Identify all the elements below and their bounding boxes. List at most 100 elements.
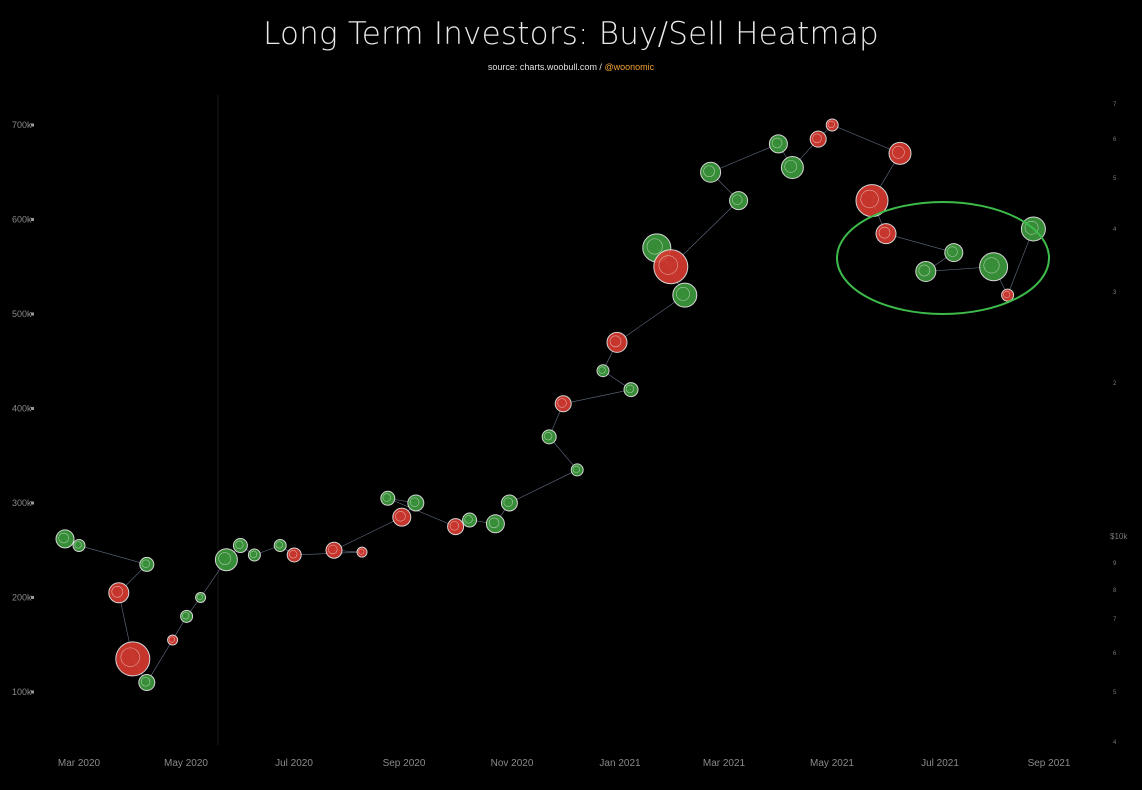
bubble-ring — [288, 550, 298, 559]
bubble-ring — [918, 264, 931, 277]
bubble-ring — [140, 677, 151, 687]
right-tick-label: 4 — [1113, 227, 1117, 233]
left-tick-label: 300k — [12, 498, 32, 508]
bubble-ring — [503, 497, 513, 507]
bubble-ring — [658, 255, 678, 275]
right-tick-label: 7 — [1113, 617, 1117, 623]
bubble-ring — [676, 286, 690, 301]
chart-title: Long Term Investors: Buy/Sell Heatmap — [263, 16, 879, 52]
bubble-ring — [646, 238, 663, 255]
right-axis: 4 5 6 7 8 9 $10k 2 3 4 5 6 7 — [1110, 102, 1128, 746]
bubble-point — [115, 641, 151, 677]
bubble-point — [232, 538, 248, 554]
left-tick-mark — [31, 312, 34, 316]
right-tick-label: 6 — [1113, 137, 1117, 143]
subtitle-source: source: charts.woobull.com / — [487, 62, 605, 72]
right-tick-label: 5 — [1113, 690, 1117, 696]
left-tick-mark — [31, 407, 34, 410]
bubble-ring — [860, 189, 879, 209]
right-tick-label: $10k — [1110, 532, 1128, 541]
bubble-ring — [328, 544, 338, 555]
x-tick-label: Nov 2020 — [491, 758, 534, 769]
right-tick-label: 9 — [1113, 561, 1117, 567]
left-tick-label: 600k — [12, 215, 32, 225]
bubble-ring — [58, 532, 69, 544]
bubble-ring — [74, 541, 82, 549]
bubble-point — [380, 490, 396, 506]
bubble-point — [407, 494, 425, 512]
bubble-point — [462, 512, 478, 528]
bubble-ring — [218, 552, 232, 565]
bubble-ring — [983, 257, 1000, 274]
left-tick-label: 200k — [12, 593, 32, 603]
bubble-point — [138, 674, 156, 692]
bubble-ring — [275, 541, 283, 549]
right-tick-label: 2 — [1113, 381, 1117, 387]
x-tick-label: Jul 2021 — [921, 758, 959, 769]
right-tick-label: 6 — [1113, 651, 1117, 657]
bubble-ring — [120, 647, 140, 667]
right-tick-label: 8 — [1113, 588, 1117, 594]
bubble-ring — [168, 636, 175, 643]
left-tick-mark — [31, 123, 34, 127]
x-tick-label: May 2020 — [164, 758, 208, 769]
bubble-point — [447, 518, 465, 536]
bubble-ring — [141, 559, 150, 568]
left-tick-mark — [31, 596, 34, 599]
bubble-ring — [182, 612, 190, 620]
bubble-ring — [464, 515, 473, 524]
bubble-ring — [488, 517, 500, 529]
subtitle-handle[interactable]: @woonomic — [604, 62, 655, 72]
highlight-ellipse — [836, 201, 1050, 315]
left-axis: 100k 200k 300k 400k 500k 600k 700k — [12, 120, 34, 697]
left-tick-label: 100k — [12, 687, 32, 697]
bubble-point — [623, 382, 639, 398]
bubble-point — [500, 494, 518, 512]
x-axis: Mar 2020 May 2020 Jul 2020 Sep 2020 Nov 2020… — [58, 758, 1071, 769]
price-line — [616, 294, 685, 343]
x-tick-label: Sep 2021 — [1028, 758, 1071, 769]
bubble-ring — [812, 133, 822, 144]
bubble-ring — [947, 246, 958, 257]
left-tick-mark — [31, 690, 34, 694]
bubble-ring — [827, 120, 835, 128]
left-tick-mark — [31, 501, 34, 505]
price-line — [832, 124, 901, 154]
price-line — [563, 389, 632, 405]
left-tick-label: 500k — [12, 309, 32, 319]
bubble-point — [809, 130, 827, 148]
right-tick-label: 5 — [1113, 176, 1117, 182]
price-line — [885, 233, 954, 253]
price-line — [78, 545, 147, 565]
bubble-ring — [609, 335, 622, 348]
bubble-ring — [196, 593, 203, 601]
left-tick-label: 400k — [12, 404, 32, 414]
bubble-ring — [557, 398, 567, 408]
bubble-ring — [235, 540, 244, 549]
bubble-ring — [358, 548, 365, 555]
price-line — [333, 516, 402, 551]
chart-subtitle: source: charts.woobull.com / @woonomic — [0, 62, 1142, 72]
bubble-point — [139, 556, 155, 572]
bubble-ring — [784, 160, 798, 173]
right-tick-label: 7 — [1113, 102, 1117, 108]
bubble-ring — [625, 384, 635, 394]
bubble-ring — [382, 493, 391, 502]
bubble-ring — [572, 465, 580, 473]
bubble-ring — [544, 431, 553, 441]
bubble-ring — [598, 366, 606, 374]
bubble-ring — [249, 550, 258, 558]
bubble-ring — [111, 585, 124, 598]
x-tick-label: Jan 2021 — [599, 758, 641, 769]
bubble-ring — [395, 511, 406, 522]
right-tick-label: 3 — [1113, 290, 1117, 296]
price-line — [387, 497, 456, 527]
bubble-point — [653, 249, 689, 285]
x-tick-label: Sep 2020 — [383, 758, 426, 769]
x-tick-label: Jul 2020 — [275, 758, 313, 769]
bubble-point — [541, 429, 557, 445]
left-tick-label: 700k — [12, 120, 32, 130]
bubble-ring — [409, 497, 420, 507]
right-tick-label: 4 — [1113, 740, 1117, 746]
